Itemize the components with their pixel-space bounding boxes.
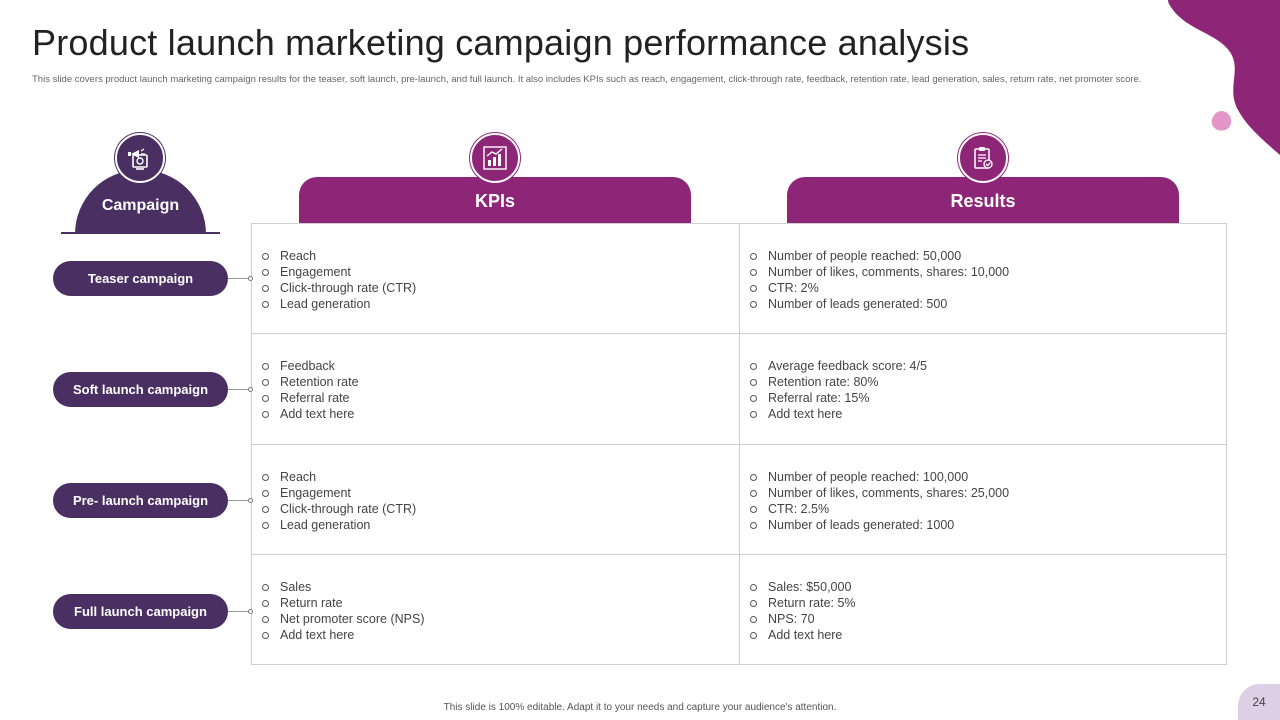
result-item: Number of likes, comments, shares: 10,00… — [749, 264, 1209, 280]
kpi-item: Engagement — [261, 485, 721, 501]
result-item: NPS: 70 — [749, 611, 1209, 627]
kpi-item: Reach — [261, 469, 721, 485]
result-item: Number of likes, comments, shares: 25,00… — [749, 485, 1209, 501]
results-header-label: Results — [950, 191, 1016, 211]
connector-node — [248, 609, 253, 614]
kpi-item: Net promoter score (NPS) — [261, 611, 721, 627]
kpi-cell: Sales Return rate Net promoter score (NP… — [261, 579, 721, 643]
megaphone-icon — [115, 133, 165, 183]
connector-node — [248, 276, 253, 281]
result-cell: Number of people reached: 50,000 Number … — [749, 248, 1209, 312]
result-item: Add text here — [749, 406, 1209, 422]
kpi-item: Lead generation — [261, 517, 721, 533]
kpi-item: Retention rate — [261, 374, 721, 390]
bar-chart-icon — [470, 133, 520, 183]
kpi-item: Referral rate — [261, 390, 721, 406]
result-cell: Sales: $50,000 Return rate: 5% NPS: 70 A… — [749, 579, 1209, 643]
footer-note: This slide is 100% editable. Adapt it to… — [443, 702, 837, 713]
result-item: Referral rate: 15% — [749, 390, 1209, 406]
result-item: Number of leads generated: 500 — [749, 296, 1209, 312]
kpi-item: Add text here — [261, 627, 721, 643]
result-item: Return rate: 5% — [749, 595, 1209, 611]
kpis-header-label: KPIs — [474, 191, 516, 211]
campaign-pill-pre-launch: Pre- launch campaign — [53, 483, 228, 518]
corner-decoration — [1168, 0, 1280, 155]
connector-line — [228, 389, 251, 390]
kpi-item: Add text here — [261, 406, 721, 422]
page-number: 24 — [1238, 684, 1280, 720]
page-title: Product launch marketing campaign perfor… — [32, 22, 970, 63]
results-header-shape — [787, 177, 1179, 224]
kpi-item: Reach — [261, 248, 721, 264]
campaign-header-baseline — [61, 232, 220, 234]
kpi-item: Engagement — [261, 264, 721, 280]
connector-line — [228, 278, 251, 279]
result-item: CTR: 2% — [749, 280, 1209, 296]
decorative-dot — [1211, 111, 1232, 131]
page-subtitle: This slide covers product launch marketi… — [32, 74, 1142, 85]
kpi-item: Sales — [261, 579, 721, 595]
kpi-item: Return rate — [261, 595, 721, 611]
column-divider — [739, 223, 740, 665]
result-cell: Number of people reached: 100,000 Number… — [749, 469, 1209, 533]
result-cell: Average feedback score: 4/5 Retention ra… — [749, 358, 1209, 422]
result-item: Add text here — [749, 627, 1209, 643]
result-item: Number of people reached: 100,000 — [749, 469, 1209, 485]
connector-node — [248, 498, 253, 503]
kpi-cell: Reach Engagement Click-through rate (CTR… — [261, 469, 721, 533]
connector-node — [248, 387, 253, 392]
campaign-pill-teaser: Teaser campaign — [53, 261, 228, 296]
result-item: Retention rate: 80% — [749, 374, 1209, 390]
kpi-item: Feedback — [261, 358, 721, 374]
result-item: Number of people reached: 50,000 — [749, 248, 1209, 264]
kpi-item: Click-through rate (CTR) — [261, 501, 721, 517]
result-item: CTR: 2.5% — [749, 501, 1209, 517]
result-item: Average feedback score: 4/5 — [749, 358, 1209, 374]
connector-line — [228, 500, 251, 501]
result-item: Sales: $50,000 — [749, 579, 1209, 595]
campaign-pill-full-launch: Full launch campaign — [53, 594, 228, 629]
result-item: Number of leads generated: 1000 — [749, 517, 1209, 533]
kpi-item: Click-through rate (CTR) — [261, 280, 721, 296]
kpi-cell: Feedback Retention rate Referral rate Ad… — [261, 358, 721, 422]
campaign-header-label: Campaign — [101, 197, 180, 214]
kpi-item: Lead generation — [261, 296, 721, 312]
campaign-pill-soft-launch: Soft launch campaign — [53, 372, 228, 407]
clipboard-check-icon — [958, 133, 1008, 183]
kpis-header-shape — [299, 177, 691, 224]
connector-line — [228, 611, 251, 612]
kpi-cell: Reach Engagement Click-through rate (CTR… — [261, 248, 721, 312]
